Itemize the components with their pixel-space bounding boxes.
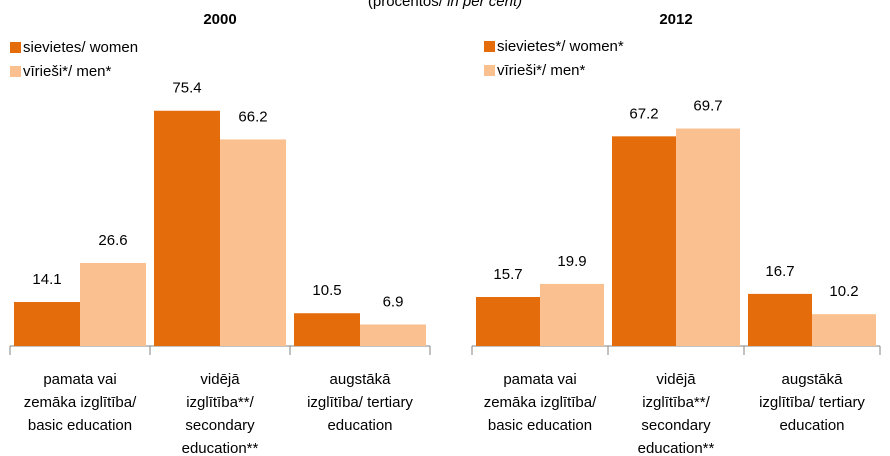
bar [476,297,540,346]
x-tick-label: education** [182,440,259,456]
x-tick-label: basic education [488,417,592,434]
x-tick-label: izglītība**/ [642,394,710,411]
bar [748,293,812,346]
data-label: 75.4 [172,80,201,97]
data-label: 26.6 [98,232,127,249]
bar [676,128,740,346]
x-tick-label: zemāka izglītība/ [24,394,137,411]
x-tick-label: education [779,417,844,434]
x-tick-label: secondary [185,417,255,434]
x-tick-label: vidējā [200,371,240,388]
x-tick-label: izglītība/ tertiary [759,394,865,411]
x-tick-label: basic education [28,417,132,434]
data-label: 19.9 [557,253,586,270]
bar [360,324,426,346]
subtitle: (procentos/ in per cent) [368,0,522,10]
bar [14,302,80,346]
data-label: 67.2 [629,105,658,122]
data-label: 16.7 [765,263,794,280]
data-label: 6.9 [383,293,404,310]
bar [154,110,220,346]
x-tick-label: education** [638,440,715,456]
x-tick-label: izglītība**/ [186,394,254,411]
subtitle-main: (procentos/ [368,0,447,10]
legend-swatch [484,65,495,76]
x-tick-label: vidējā [656,371,696,388]
legend-label: vīrieši*/ men* [497,62,586,79]
bar [612,136,676,346]
legend-label: sievietes/ women [23,39,138,56]
x-tick-label: zemāka izglītība/ [484,394,597,411]
x-tick-label: augstākā [782,371,844,388]
legend-label: vīrieši*/ men* [23,63,112,80]
data-label: 14.1 [32,271,61,288]
legend-swatch [10,66,21,77]
bar [540,283,604,346]
data-label: 15.7 [493,266,522,283]
legend-label: sievietes*/ women* [497,38,624,55]
x-tick-label: education [327,417,392,434]
legend-swatch [10,42,21,53]
chart-title: 2012 [659,11,692,28]
data-label: 10.2 [829,283,858,300]
x-tick-label: pamata vai [503,371,576,388]
x-tick-label: augstākā [330,371,392,388]
x-tick-label: secondary [641,417,711,434]
x-tick-label: izglītība/ tertiary [307,394,413,411]
data-label: 10.5 [312,282,341,299]
x-tick-label: pamata vai [43,371,116,388]
bar [80,263,146,346]
chart-title: 2000 [203,11,236,28]
subtitle-italic: in per cent) [447,0,522,10]
data-label: 69.7 [693,98,722,115]
bar [812,314,876,346]
bar [220,139,286,346]
bar [294,313,360,346]
data-label: 66.2 [238,108,267,125]
legend-swatch [484,41,495,52]
